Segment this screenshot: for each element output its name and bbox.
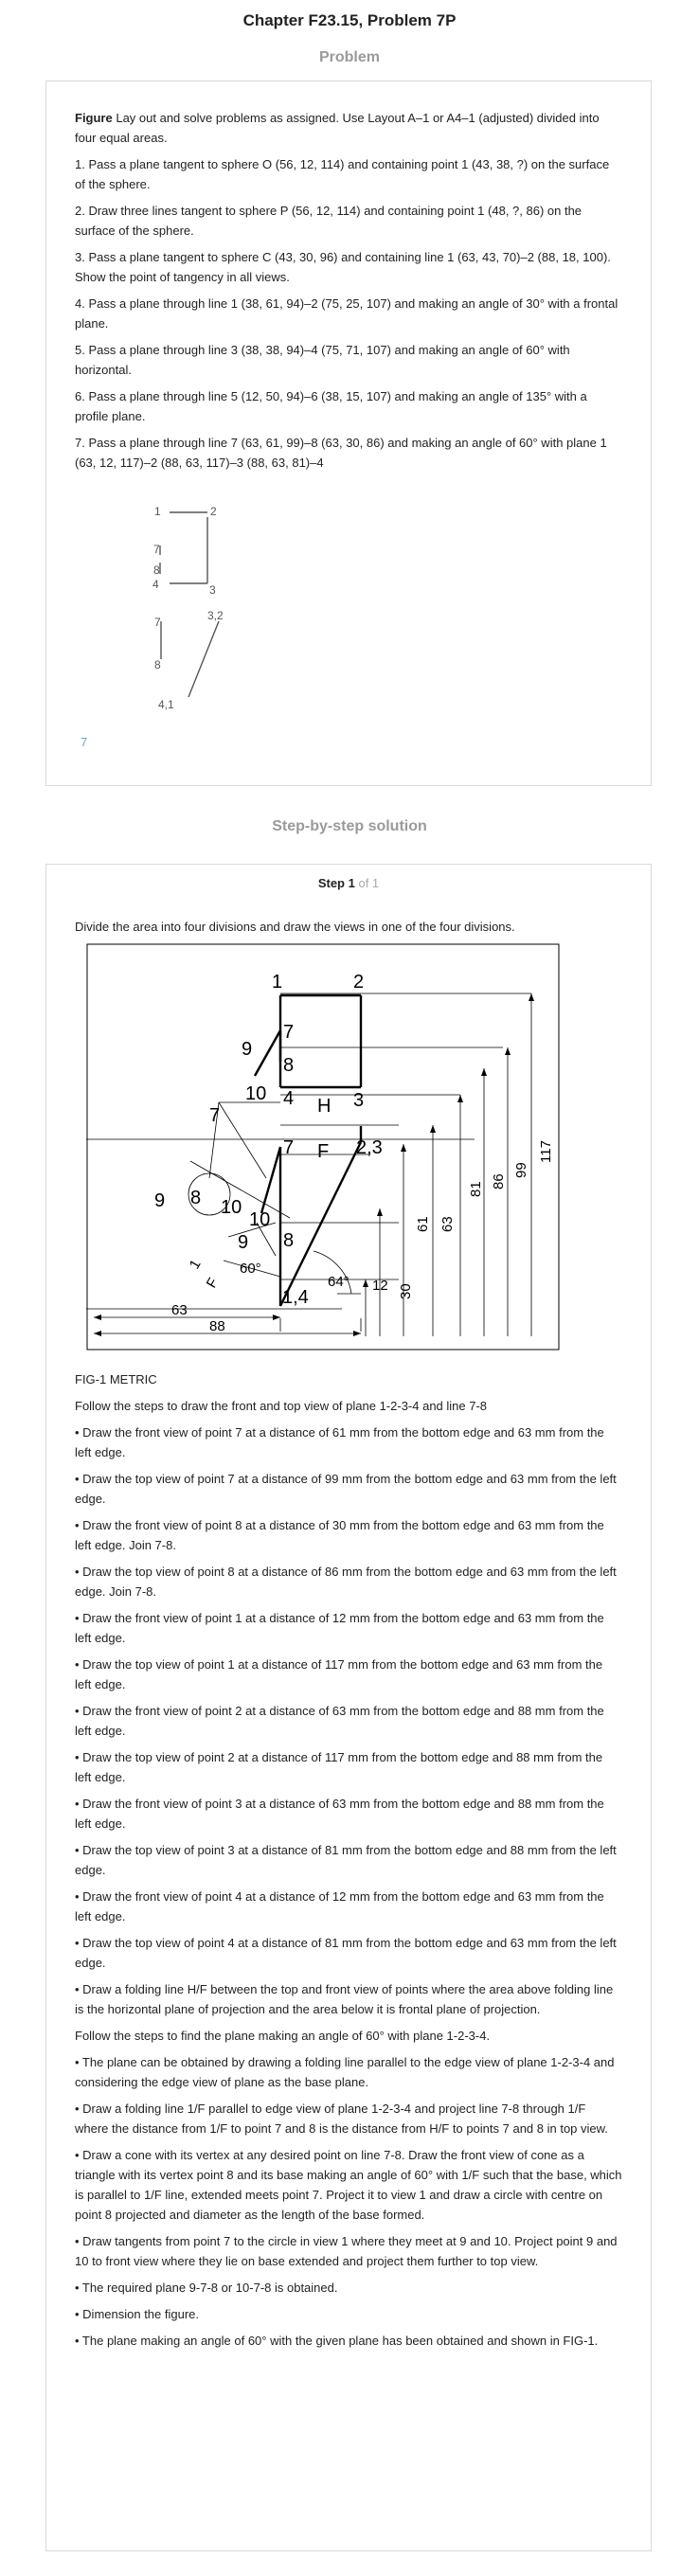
- sketch-label: 8: [153, 564, 160, 577]
- figure-label: 10: [245, 1083, 266, 1104]
- solution-paragraph: • Draw the top view of point 1 at a dist…: [75, 1657, 603, 1691]
- solution-paragraph: • Draw the top view of point 8 at a dist…: [75, 1565, 617, 1599]
- solution-paragraph: • Draw the top view of point 3 at a dist…: [75, 1843, 617, 1877]
- figure-label: 64°: [328, 1274, 350, 1290]
- figure-label: F: [317, 1141, 329, 1162]
- figure-label: 2: [353, 972, 364, 993]
- figure-label: 1: [272, 972, 282, 993]
- solution-paragraph: • Dimension the figure.: [75, 2307, 200, 2321]
- solution-paragraph: • Draw the front view of point 7 at a di…: [75, 1425, 604, 1459]
- solution-paragraph: • Draw a folding line 1/F parallel to ed…: [75, 2102, 608, 2136]
- dimension-label: 88: [209, 1318, 225, 1334]
- solution-paragraph: • Draw the front view of point 1 at a di…: [75, 1611, 604, 1645]
- solution-paragraph: • Draw the top view of point 7 at a dist…: [75, 1472, 617, 1506]
- figure-label: 1: [187, 1257, 205, 1272]
- sketch-label: 7: [154, 616, 161, 629]
- figure-label: 1,4: [282, 1287, 309, 1308]
- page-title: Chapter F23.15, Problem 7P: [242, 11, 457, 29]
- problem-item: 2. Draw three lines tangent to sphere P …: [75, 204, 582, 238]
- figure-label: 7: [209, 1105, 220, 1126]
- sketch-label: 8: [154, 658, 161, 671]
- figure-label: 9: [238, 1232, 248, 1253]
- step-label: Step 1: [317, 876, 355, 890]
- figure-label: 10: [221, 1197, 242, 1218]
- solution-intro: Divide the area into four divisions and …: [75, 920, 515, 934]
- sketch-label: 3: [209, 583, 216, 597]
- solution-paragraph: Follow the steps to find the plane makin…: [75, 2029, 491, 2043]
- problem-item: 6. Pass a plane through line 5 (12, 50, …: [75, 389, 587, 423]
- dimension-label: 99: [513, 1162, 529, 1178]
- problem-item: 7. Pass a plane through line 7 (63, 61, …: [75, 436, 607, 470]
- solution-paragraph: • The required plane 9-7-8 or 10-7-8 is …: [75, 2281, 338, 2295]
- solution-paragraph: • Draw the front view of point 4 at a di…: [75, 1889, 604, 1923]
- figure-word: Figure: [75, 111, 113, 125]
- problem-intro-text: Lay out and solve problems as assigned. …: [75, 111, 600, 145]
- dimension-label: 30: [398, 1283, 414, 1299]
- figure-label: 7: [283, 1022, 294, 1043]
- problem-card: Figure Lay out and solve problems as ass…: [45, 80, 652, 786]
- figure-label: 7: [283, 1137, 294, 1158]
- sketch-label: 7: [153, 543, 160, 556]
- solution-paragraph: • Draw a cone with its vertex at any des…: [75, 2148, 622, 2222]
- problem-item: 4. Pass a plane through line 1 (38, 61, …: [75, 296, 618, 331]
- solution-paragraph: • The plane making an angle of 60° with …: [75, 2334, 599, 2348]
- sketch-label: 3,2: [207, 609, 224, 622]
- solution-paragraph: • The plane can be obtained by drawing a…: [75, 2055, 615, 2089]
- dimension-label: 81: [468, 1181, 484, 1197]
- figure-label: 3: [353, 1090, 364, 1111]
- figure-label: 60°: [240, 1261, 261, 1277]
- figure-label: 9: [242, 1039, 252, 1060]
- solution-figure: 1 2 7 9 8 10 4 H 3 7 F 2,3 10 9 8 1,4 7 …: [86, 943, 560, 1351]
- problem-heading: Problem: [318, 49, 380, 65]
- figure-label: 4: [283, 1088, 294, 1109]
- dimension-label: 117: [538, 1140, 554, 1163]
- figure-label: H: [317, 1096, 331, 1117]
- solution-card: Step 1 of 1 Divide the area into four di…: [45, 864, 652, 2551]
- problem-item: 5. Pass a plane through line 3 (38, 38, …: [75, 343, 570, 377]
- sketch-label: 4,1: [158, 698, 174, 711]
- figure-label: 8: [283, 1230, 294, 1251]
- solution-heading: Step-by-step solution: [272, 818, 427, 834]
- sketch-label: 4: [152, 578, 159, 591]
- problem-item: 1. Pass a plane tangent to sphere O (56,…: [75, 157, 610, 191]
- figure-label: 2,3: [356, 1137, 383, 1158]
- dimension-label: 61: [415, 1216, 431, 1232]
- solution-paragraph: • Draw the front view of point 8 at a di…: [75, 1518, 604, 1552]
- sketch-label: 2: [210, 505, 217, 518]
- solution-paragraph: • Draw the front view of point 3 at a di…: [75, 1797, 604, 1831]
- step-indicator: Step 1 of 1: [75, 865, 622, 890]
- figure-label: F: [204, 1276, 222, 1291]
- figure-label: 8: [190, 1188, 201, 1208]
- solution-paragraph: • Draw the top view of point 4 at a dist…: [75, 1936, 617, 1970]
- solution-paragraph: • Draw a folding line H/F between the to…: [75, 1982, 614, 2016]
- figure-label: 10: [249, 1209, 270, 1230]
- problem-sketch: 1 2 7 8 4 3 7 3,2 8 4,1: [152, 505, 224, 711]
- dimension-label: 63: [171, 1302, 188, 1318]
- solution-paragraph: • Draw the top view of point 2 at a dist…: [75, 1750, 603, 1784]
- problem-intro: Figure Lay out and solve problems as ass…: [75, 108, 622, 148]
- step-of: of 1: [358, 876, 380, 890]
- problem-number: 7: [81, 735, 88, 749]
- figure-label: 8: [283, 1055, 294, 1076]
- solution-paragraph: • Draw the front view of point 2 at a di…: [75, 1704, 604, 1738]
- dimension-label: 86: [491, 1173, 507, 1190]
- problem-item: 3. Pass a plane tangent to sphere C (43,…: [75, 250, 611, 284]
- dimension-label: 63: [439, 1216, 456, 1232]
- figure-label: 9: [154, 1190, 165, 1211]
- figure-caption: FIG-1 METRIC: [75, 1372, 157, 1386]
- sketch-label: 1: [154, 505, 161, 518]
- solution-paragraph: • Draw tangents from point 7 to the circ…: [75, 2234, 618, 2268]
- dimension-label: 12: [372, 1278, 388, 1294]
- solution-paragraph: Follow the steps to draw the front and t…: [75, 1399, 488, 1413]
